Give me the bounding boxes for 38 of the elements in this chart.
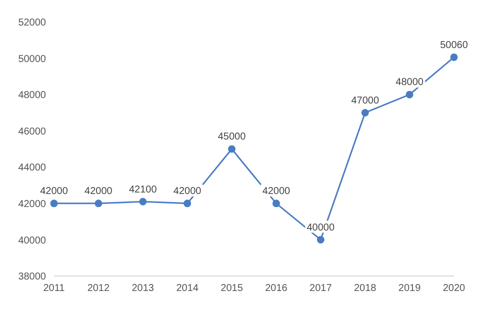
x-tick-label: 2011 — [43, 283, 66, 294]
x-tick-label: 2013 — [132, 283, 154, 294]
point — [450, 53, 458, 61]
y-tick-label: 42000 — [18, 198, 46, 210]
point — [361, 108, 369, 116]
point — [50, 200, 58, 208]
point — [94, 200, 102, 208]
data-label: 50060 — [440, 40, 468, 51]
data-label: 45000 — [218, 132, 246, 143]
point — [272, 200, 280, 208]
y-tick-label: 48000 — [18, 90, 46, 102]
x-tick-label: 2012 — [87, 283, 110, 294]
data-label: 42000 — [84, 186, 113, 198]
y-tick-label: 40000 — [18, 235, 46, 246]
data-label: 47000 — [351, 95, 380, 106]
y-tick-label: 52000 — [18, 18, 46, 29]
point — [228, 145, 236, 153]
point — [184, 200, 192, 208]
data-label: 42000 — [40, 186, 68, 198]
x-tick-label: 2018 — [354, 283, 377, 294]
point — [316, 236, 324, 244]
data-label: 42100 — [128, 184, 158, 196]
x-tick-label: 2019 — [398, 283, 422, 294]
y-tick-label: 46000 — [18, 126, 46, 138]
x-tick-label: 2020 — [442, 283, 466, 294]
x-tick-label: 2016 — [265, 283, 288, 294]
data-label: 42000 — [173, 186, 202, 198]
data-label: 48000 — [396, 77, 424, 88]
x-tick-label: 2015 — [220, 283, 244, 294]
point — [406, 90, 414, 98]
y-tick-label: 44000 — [18, 162, 46, 174]
x-tick-label: 2014 — [176, 283, 199, 294]
y-tick-label: 50000 — [18, 54, 46, 65]
x-tick-label: 2017 — [310, 283, 332, 294]
data-label: 42000 — [262, 186, 291, 198]
y-tick-label: 38000 — [18, 272, 46, 283]
data-label: 40000 — [306, 222, 336, 234]
point — [139, 198, 147, 206]
